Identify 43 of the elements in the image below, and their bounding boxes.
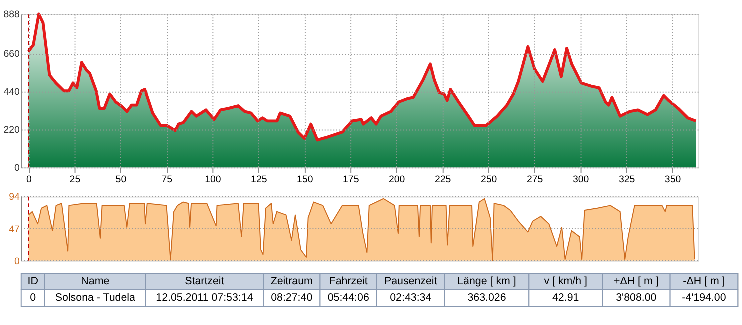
text: 3'808.00: [616, 292, 657, 304]
x-tick-label: 25: [70, 174, 81, 186]
x-tick-label: 100: [205, 174, 222, 186]
text: 0: [30, 292, 36, 304]
y-tick-label: 440: [4, 87, 20, 98]
text: v [ km/h ]: [544, 276, 588, 288]
text: Name: [81, 276, 110, 288]
text: Fahrzeit: [329, 276, 368, 288]
text: Pausenzeit: [384, 276, 438, 288]
x-tick-label: 175: [343, 174, 360, 186]
y-tick-label: 220: [4, 125, 20, 136]
text: 42.91: [552, 292, 580, 304]
text: Länge [ km ]: [458, 276, 516, 288]
x-tick-label: 325: [618, 174, 636, 186]
text: 05:44:06: [328, 292, 370, 304]
x-tick-label: 75: [162, 174, 173, 186]
x-tick-label: 225: [434, 174, 452, 186]
y-tick-label: 47: [9, 224, 20, 236]
x-tick-label: 150: [297, 174, 314, 186]
text: ID: [28, 276, 39, 288]
text: 363.026: [468, 292, 506, 304]
x-tick-label: 300: [572, 174, 590, 186]
text: -ΔH [ m ]: [683, 276, 726, 288]
x-tick-label: 350: [664, 174, 682, 186]
y-tick-label: 0: [14, 256, 21, 268]
text: Startzeit: [185, 276, 224, 288]
text: Zeitraum: [270, 276, 314, 288]
y-tick-label: 888: [4, 10, 20, 21]
x-tick-label: 0: [26, 174, 33, 186]
x-tick-label: 275: [526, 174, 544, 186]
text: -4'194.00: [682, 292, 726, 304]
text: 08:27:40: [271, 292, 313, 304]
y-tick-label: 94: [9, 192, 21, 204]
x-tick-label: 125: [251, 174, 268, 186]
x-tick-label: 250: [480, 174, 498, 186]
text: Solsona - Tudela: [55, 292, 136, 304]
y-tick-label: 0: [14, 163, 21, 174]
text: +ΔH [ m ]: [614, 276, 659, 288]
x-tick-label: 200: [389, 174, 406, 186]
text: 12.05.2011 07:53:14: [156, 292, 254, 304]
y-tick-label: 660: [4, 49, 20, 60]
x-tick-label: 50: [116, 174, 128, 186]
text: 02:43:34: [390, 292, 432, 304]
